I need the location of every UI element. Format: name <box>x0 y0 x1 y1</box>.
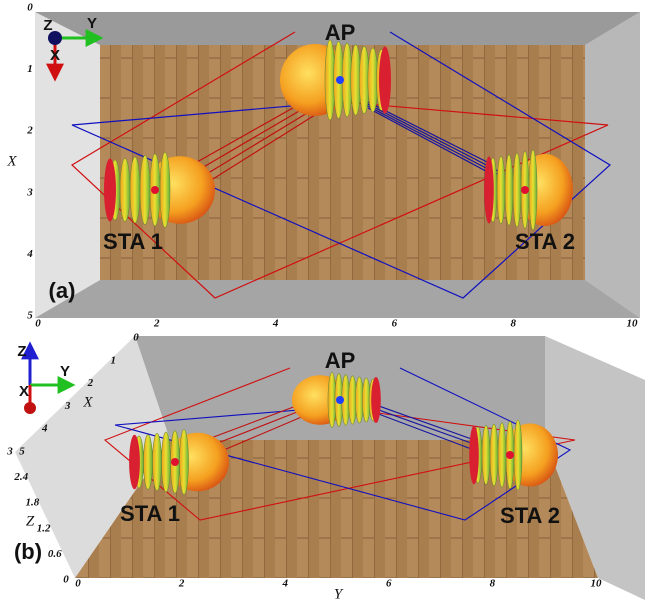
lobe-ring <box>498 423 506 487</box>
lobe-ring <box>497 156 505 223</box>
lobe-ring <box>490 424 498 486</box>
lobe-center <box>151 186 159 194</box>
lobe-ring <box>505 155 513 225</box>
lobe-ring <box>482 426 490 485</box>
lobe-center <box>506 451 514 459</box>
panel-label: (a) <box>49 278 76 303</box>
z-tick-label: 0 <box>63 574 69 586</box>
axis-label: X <box>6 153 17 169</box>
lobe-ring <box>514 420 522 490</box>
node-label: AP <box>325 20 356 45</box>
lobe-ring <box>160 153 170 228</box>
glyph-label: Y <box>87 15 97 32</box>
y-tick-label: 4 <box>281 578 288 590</box>
y-tick-label: 0 <box>75 578 81 590</box>
y-tick-label: 2 <box>153 318 160 330</box>
lobe-end <box>104 159 116 222</box>
lobe-end <box>379 46 391 113</box>
y-tick-label: 10 <box>627 318 639 330</box>
lobe-center <box>336 396 344 404</box>
lobe-center <box>171 458 179 466</box>
y-tick-label: 2 <box>178 578 185 590</box>
lobe-ring <box>162 432 171 492</box>
y-tick-label: 10 <box>591 578 603 590</box>
x-tick-label: 4 <box>41 423 48 435</box>
glyph-label: Y <box>60 363 70 380</box>
x-tick-label: 3 <box>64 400 71 412</box>
lobe-ring <box>144 435 153 490</box>
z-tick-label: 3 <box>6 446 13 458</box>
figure: (a)APSTA 1STA 2ZYXX(b)APSTA 1STA 2ZYXXYZ… <box>0 0 647 601</box>
node-label: STA 1 <box>120 501 180 526</box>
lobe-ring <box>130 157 140 223</box>
x-tick-label: 3 <box>26 186 33 198</box>
x-tick-label: 5 <box>19 446 25 458</box>
panel-label: (b) <box>14 539 42 564</box>
node-label: STA 2 <box>500 503 560 528</box>
axis-label: X <box>82 394 93 410</box>
x-tick-label: 5 <box>27 310 33 322</box>
lobe-end <box>129 435 140 490</box>
glyph-label: X <box>50 47 60 64</box>
y-tick-label: 4 <box>272 318 279 330</box>
node-label: STA 1 <box>103 229 163 254</box>
lobe-end <box>371 377 381 423</box>
node-label: STA 2 <box>515 229 575 254</box>
x-tick-label: 0 <box>27 2 33 14</box>
axis-label: Y <box>334 586 344 601</box>
glyph-label: Z <box>43 17 52 34</box>
lobe-end <box>469 426 479 485</box>
y-tick-label: 8 <box>490 578 496 590</box>
lobe-ring <box>529 150 537 230</box>
x-tick-label: 2 <box>26 125 33 137</box>
lobe-ring <box>140 156 150 225</box>
y-tick-label: 0 <box>35 318 41 330</box>
z-tick-label: 0.6 <box>48 548 62 560</box>
z-tick-label: 2.4 <box>13 471 28 483</box>
lobe-ring <box>120 159 130 222</box>
axis-label: Z <box>26 513 35 529</box>
lobe-center <box>336 76 344 84</box>
lobe-end <box>484 156 494 223</box>
glyph-label: X <box>19 383 29 400</box>
y-tick-label: 6 <box>386 578 392 590</box>
lobe-ring <box>180 430 189 495</box>
y-tick-label: 8 <box>510 318 516 330</box>
z-tick-label: 1.2 <box>37 522 51 534</box>
lobe-ring <box>153 433 162 490</box>
lobe-center <box>521 186 529 194</box>
glyph-label: Z <box>17 343 26 360</box>
lobe-ring <box>513 153 521 227</box>
z-tick-label: 1.8 <box>26 497 40 509</box>
node-label: AP <box>325 348 356 373</box>
x-tick-label: 1 <box>27 63 33 75</box>
x-tick-label: 1 <box>110 354 116 366</box>
x-tick-label: 4 <box>26 248 33 260</box>
x-tick-label: 0 <box>133 332 139 344</box>
y-tick-label: 6 <box>392 318 398 330</box>
x-tick-label: 2 <box>87 377 94 389</box>
